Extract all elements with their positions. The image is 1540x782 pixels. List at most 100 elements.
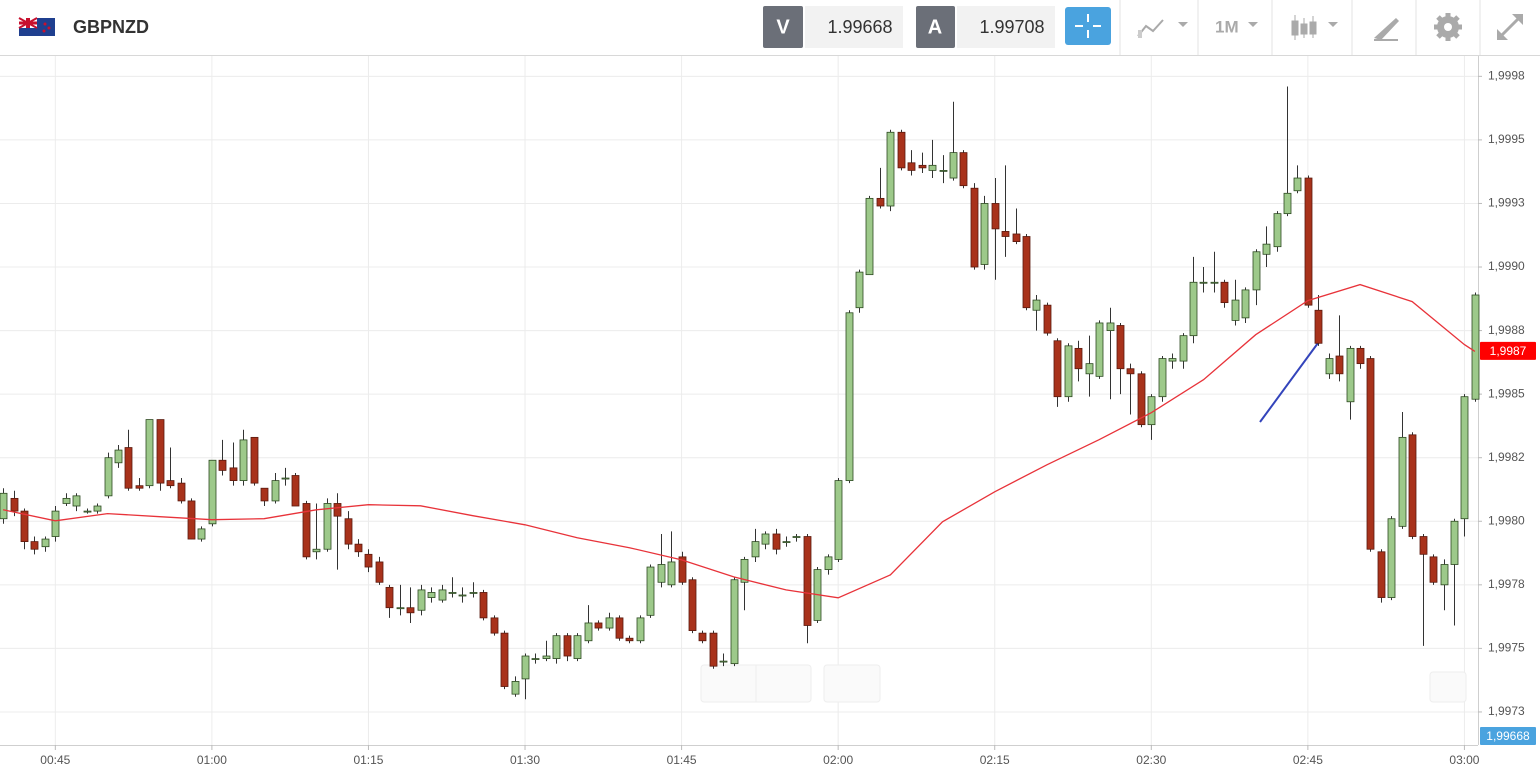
candle-body (271, 480, 280, 502)
candle-body (197, 528, 206, 540)
bid-box (805, 6, 903, 48)
fullscreen-button[interactable] (1497, 14, 1523, 40)
candle-body (1231, 299, 1240, 321)
candle-body (959, 152, 968, 187)
candle-body (1126, 368, 1135, 375)
x-tick-label: 01:15 (353, 753, 383, 767)
candle-body (698, 632, 707, 642)
candle-body (323, 503, 332, 550)
candle-body (1440, 564, 1449, 586)
candle-body (260, 487, 269, 502)
candle-body (719, 660, 728, 663)
candle-body (1158, 358, 1167, 398)
price-marker (1480, 341, 1536, 360)
candle-body (1450, 520, 1459, 565)
candle-body (657, 564, 666, 583)
drawn-trendline[interactable] (1259, 342, 1319, 423)
candle-body (970, 187, 979, 268)
candle-body (730, 579, 739, 665)
y-tick-label: 1,9980 (1488, 513, 1525, 527)
y-tick-label: 1,9982 (1488, 450, 1525, 464)
candle-body (104, 457, 113, 497)
ask-button[interactable] (916, 6, 955, 48)
candle-body (991, 203, 1000, 230)
flag (18, 17, 55, 36)
candle-body (751, 541, 760, 558)
draw-button[interactable] (1374, 18, 1399, 41)
candle-body (41, 538, 50, 548)
y-tick-label: 1,9990 (1488, 259, 1525, 273)
candle-body (1387, 518, 1396, 598)
symbol: GBPNZD (73, 17, 149, 37)
candle-body (563, 635, 572, 657)
crosshair-button[interactable] (1065, 7, 1111, 45)
y-tick-label: 1,9978 (1488, 577, 1525, 591)
bid-button[interactable] (763, 6, 803, 48)
timeframe-button[interactable]: 1M (1215, 17, 1258, 36)
candle-body (281, 477, 290, 480)
candle-body (594, 622, 603, 629)
candle-body (772, 533, 781, 550)
candle-body (1419, 536, 1428, 555)
candle-body (646, 566, 655, 616)
toolbar-separators (1119, 0, 1481, 55)
candle-body (573, 635, 582, 659)
candle-body (1283, 192, 1292, 215)
candle-type-button[interactable] (1291, 15, 1338, 40)
settings-button[interactable] (1434, 13, 1462, 41)
candle-body (479, 592, 488, 619)
candle-body (1043, 304, 1052, 334)
candle-body (385, 586, 394, 609)
x-tick-label: 00:45 (40, 753, 70, 767)
candle-body (625, 637, 634, 642)
candle-body (1032, 299, 1041, 311)
candle-body (531, 658, 540, 660)
candle-body (417, 589, 426, 611)
candle-body (1179, 335, 1188, 362)
candle-body (1252, 251, 1261, 291)
candle-body (229, 467, 238, 481)
candle-body (709, 632, 718, 667)
candle-body (208, 459, 217, 525)
candle-body (145, 419, 154, 487)
candle-body (552, 635, 561, 659)
x-tick-label: 01:00 (197, 753, 227, 767)
candle-body (605, 617, 614, 629)
candle-body (124, 447, 133, 489)
candle-body (1304, 177, 1313, 306)
candle-body (10, 497, 19, 512)
candle-body (1273, 213, 1282, 248)
candle-body (803, 536, 812, 626)
candle-body (1262, 243, 1271, 255)
candle-body (1335, 355, 1344, 375)
candle-body (865, 197, 874, 276)
candle-body (72, 495, 81, 507)
candle-body (1064, 345, 1073, 398)
candle-body (824, 556, 833, 570)
candle-body (1116, 325, 1125, 370)
candle-body (1377, 551, 1386, 598)
candle-body (907, 162, 916, 171)
candle-body (375, 561, 384, 583)
candle-body (740, 559, 749, 583)
x-tick-label: 02:00 (823, 753, 853, 767)
candle-body (135, 485, 144, 489)
candle-body (1022, 236, 1031, 309)
ghost-widgets (700, 664, 1467, 703)
candle-body (542, 655, 551, 659)
candle-body (1168, 358, 1177, 362)
candle-body (1241, 289, 1250, 319)
price-marker-label: 1,9987 (1490, 344, 1527, 358)
candle-body (250, 436, 259, 484)
candle-body (30, 541, 39, 550)
y-tick-label: 1,9988 (1488, 323, 1525, 337)
candle-body (1220, 281, 1229, 304)
candle-body (688, 579, 697, 631)
candle-body (1408, 434, 1417, 537)
candle-body (396, 607, 405, 610)
candle-body (438, 589, 447, 601)
candle-body (312, 548, 321, 553)
candle-body (344, 518, 353, 545)
chart-type-button[interactable] (1137, 19, 1188, 38)
